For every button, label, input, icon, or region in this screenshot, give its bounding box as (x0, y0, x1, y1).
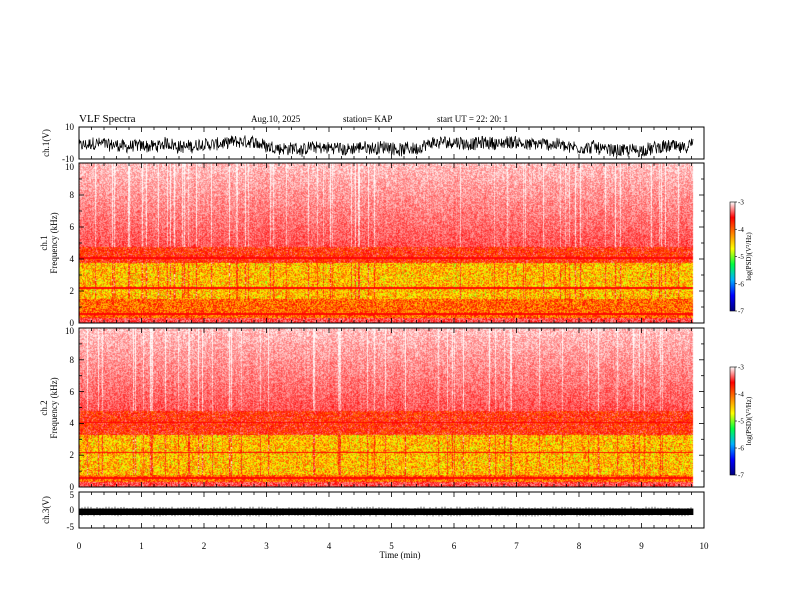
ch3-ytick-5: 5 (70, 490, 75, 500)
colorbar-tick-label: -4 (738, 226, 744, 234)
ch2-spec-ylabel-2: Frequency (kHz) (49, 377, 59, 438)
ch2-spectrogram-panel: 0 2 4 6 8 10 ch.2 Frequency (kHz) (39, 326, 705, 492)
colorbar-label: log(PSD)(V²/Hz) (745, 232, 753, 281)
ch3-waveform-panel: 5 0 -5 ch.3(V) (41, 490, 705, 532)
colorbar-ch1: -3 -4 -5 -6 -7 log(PSD)(V²/Hz) (729, 199, 753, 316)
ch1-spec-ylabel-1: ch.1 (39, 235, 49, 250)
ch3-ylabel: ch.3(V) (41, 496, 51, 524)
colorbar-label: log(PSD)(V²/Hz) (745, 396, 753, 445)
colorbar-gradient (729, 201, 736, 312)
time-tick-label: 6 (452, 541, 457, 551)
time-tick-label: 4 (327, 541, 332, 551)
colorbar-tick-label: -6 (738, 280, 744, 288)
colorbar-tick-label: -7 (738, 308, 744, 316)
ch2-freq-tick-8: 8 (70, 355, 75, 365)
colorbar-tick-label: -7 (738, 472, 744, 480)
start-time-label: start UT = 22: 20: 1 (437, 114, 508, 124)
ch1-spec-ylabel-2: Frequency (kHz) (49, 212, 59, 273)
time-tick-label: 3 (264, 541, 269, 551)
ch1-spectrogram-panel: 0 2 4 6 8 10 ch.1 Frequency (kHz) (39, 162, 705, 328)
time-tick-label: 1 (139, 541, 144, 551)
colorbar-gradient (729, 366, 736, 476)
time-tick-label: 10 (700, 541, 710, 551)
time-tick-label: 9 (639, 541, 644, 551)
ch1-freq-tick-8: 8 (70, 190, 75, 200)
colorbar-tick-label: -4 (738, 391, 744, 399)
ch1-freq-tick-2: 2 (70, 286, 75, 296)
ch3-waveform-trace (79, 508, 694, 516)
colorbar-tick-label: -3 (738, 364, 744, 372)
time-tick-label: 0 (77, 541, 82, 551)
ch1-freq-tick-0: 0 (70, 318, 75, 328)
ch1-waveform-line (78, 135, 694, 158)
station-label: station= KAP (343, 114, 392, 124)
ch1-spectrogram-image (79, 163, 704, 323)
date-label: Aug.10, 2025 (251, 114, 301, 124)
time-tick-label: 2 (202, 541, 207, 551)
ch1-ylabel: ch.1(V) (41, 129, 51, 157)
ch3-ytick-0: 0 (70, 505, 75, 515)
time-axis: 0 1 2 3 4 5 6 7 8 9 10 (77, 541, 709, 551)
figure-title: VLF Spectra (79, 113, 136, 125)
ch2-freq-tick-4: 4 (70, 418, 75, 428)
ch1-ytick-neg10: -10 (62, 154, 74, 164)
ch2-freq-tick-0: 0 (70, 482, 75, 492)
ch2-spectrogram-image (79, 328, 704, 487)
time-axis-label: Time (min) (380, 550, 421, 560)
ch1-ytick-10: 10 (65, 122, 75, 132)
colorbar-tick-label: -3 (738, 199, 744, 207)
ch1-waveform-panel: 10 -10 ch.1(V) (41, 122, 705, 164)
ch2-freq-tick-10: 10 (65, 326, 75, 336)
ch3-ytick-neg5: -5 (67, 522, 75, 532)
ch2-spec-ylabel-1: ch.2 (39, 400, 49, 415)
colorbar-tick-label: -5 (738, 253, 744, 261)
ch1-freq-tick-10: 10 (65, 162, 75, 172)
colorbar-ch2: -3 -4 -5 -6 -7 log(PSD)(V²/Hz) (729, 364, 753, 480)
ch2-freq-tick-6: 6 (70, 387, 75, 397)
ch1-freq-tick-4: 4 (70, 254, 75, 264)
time-tick-label: 7 (514, 541, 519, 551)
ch1-freq-tick-6: 6 (70, 222, 75, 232)
ch2-freq-tick-2: 2 (70, 450, 75, 460)
colorbar-tick-label: -5 (738, 418, 744, 426)
time-tick-label: 8 (577, 541, 582, 551)
colorbar-tick-label: -6 (738, 445, 744, 453)
time-tick-label: 5 (389, 541, 394, 551)
